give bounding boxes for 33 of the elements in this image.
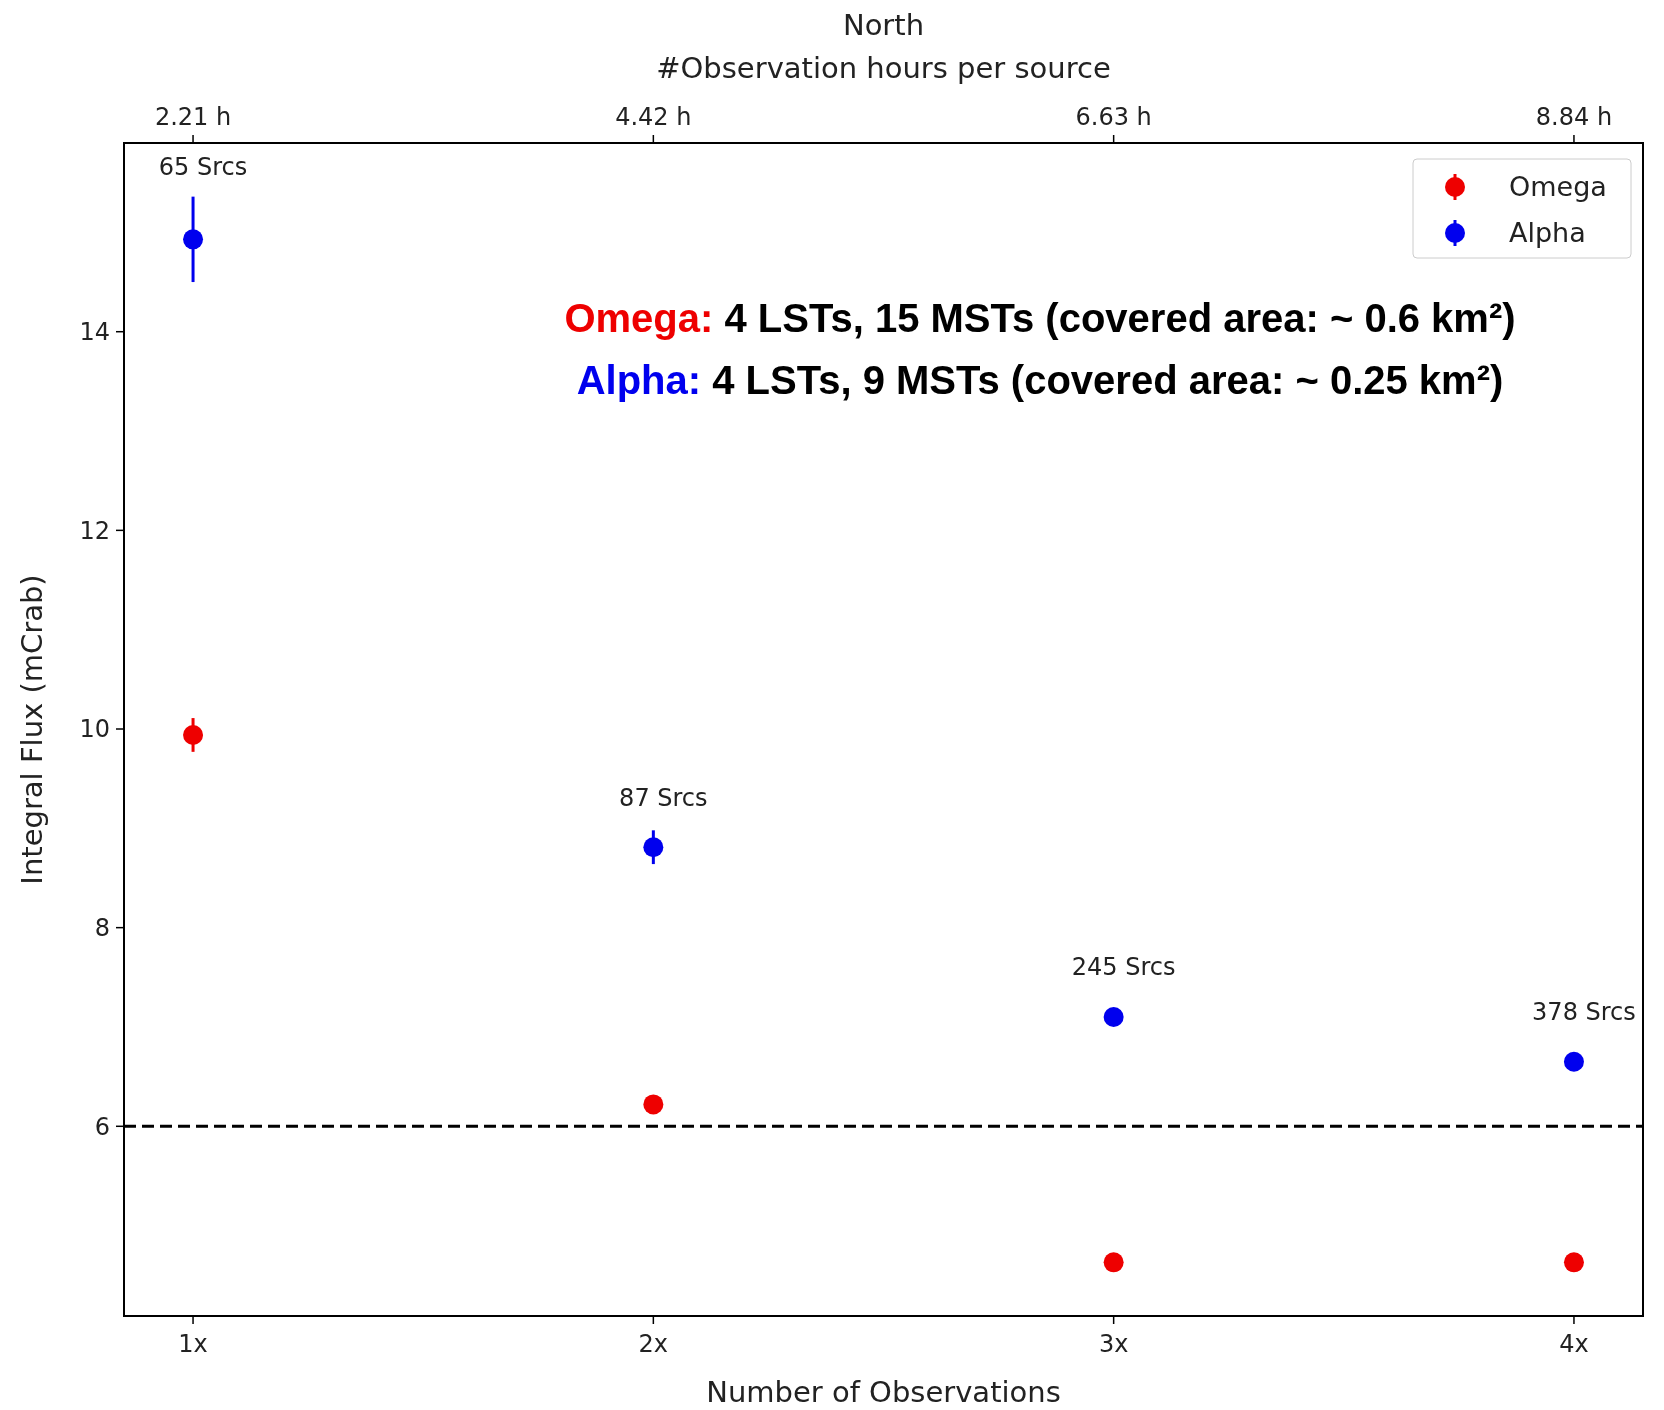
point [183,229,204,250]
y-tick-label: 8 [94,914,110,943]
x-tick-label: 1x [178,1330,208,1358]
annotation: Alpha: 4 LSTs, 9 MSTs (covered area: ~ 0.25 km²) [576,358,1504,402]
point [643,1094,664,1115]
point [643,837,664,858]
legend-label: Alpha [1509,217,1586,249]
point [1103,1007,1124,1028]
y-tick-label: 6 [94,1112,110,1141]
point [1563,1252,1584,1273]
x-tick-label: 2x [638,1330,669,1358]
point [183,724,204,745]
x2-tick-label: 2.21 h [154,103,232,131]
legend-label: Omega [1509,171,1607,203]
chart-title: North [842,8,925,42]
x2-axis-title: #Observation hours per source [656,51,1111,85]
annotation: 245 Srcs [1071,953,1176,982]
y-axis-title: Integral Flux (mCrab) [15,574,49,885]
point [1103,1252,1124,1273]
annotation: Omega: 4 LSTs, 15 MSTs (covered area: ~ 0.6 km²) [564,296,1516,340]
x-tick-label: 4x [1559,1330,1589,1358]
x2-tick-label: 8.84 h [1535,103,1613,131]
x-tick-label: 3x [1098,1330,1129,1358]
annotation: 378 Srcs [1532,998,1636,1027]
y-tick-label: 12 [79,516,110,545]
x2-tick-label: 6.63 h [1075,103,1152,131]
point [1563,1051,1584,1072]
y-tick-label: 10 [79,715,110,744]
annotation: 65 Srcs [158,153,248,182]
annotation: 87 Srcs [619,783,708,812]
x-axis-title: Number of Observations [706,1375,1061,1409]
y-tick-label: 14 [79,318,110,347]
x2-tick-label: 4.42 h [615,103,692,131]
